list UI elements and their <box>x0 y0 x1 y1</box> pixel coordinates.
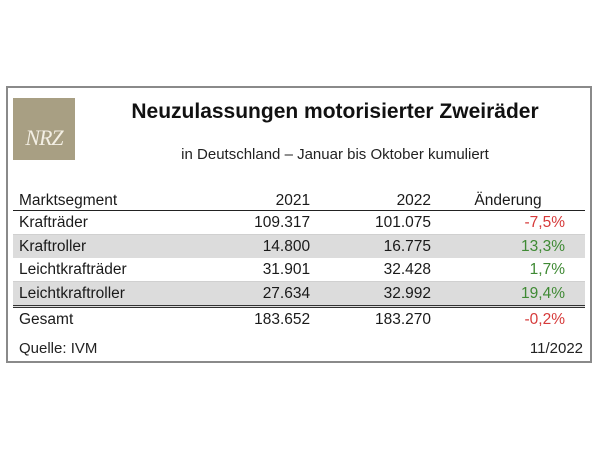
table-row: Krafträder 109.317 101.075 -7,5% <box>13 210 585 235</box>
source-note: Quelle: IVM <box>19 340 98 357</box>
cell-2022: 183.270 <box>310 305 432 331</box>
cell-2022: 16.775 <box>310 234 432 258</box>
cell-change: 13,3% <box>431 234 585 258</box>
cell-segment: Krafträder <box>13 210 189 235</box>
cell-2021: 27.634 <box>188 281 311 307</box>
cell-change: 1,7% <box>431 258 585 282</box>
header-segment: Marktsegment <box>13 189 189 211</box>
header-2022: 2022 <box>310 189 432 211</box>
registrations-table: Marktsegment 2021 2022 Änderung Krafträd… <box>13 189 585 331</box>
cell-segment: Leichtkraftroller <box>13 281 189 307</box>
nrz-logo-mark: NRZ <box>13 98 75 160</box>
cell-segment: Kraftroller <box>13 234 189 258</box>
date-note: 11/2022 <box>529 340 583 357</box>
cell-2021: 14.800 <box>188 234 311 258</box>
cell-2021: 31.901 <box>188 258 311 282</box>
table-subtitle: in Deutschland – Januar bis Oktober kumu… <box>181 146 489 163</box>
cell-2022: 101.075 <box>310 210 432 235</box>
header-2021: 2021 <box>188 189 311 211</box>
nrz-logo: NRZ <box>13 98 75 160</box>
table-row: Leichtkraftroller 27.634 32.992 19,4% <box>13 281 585 307</box>
table-title: Neuzulassungen motorisierter Zweiräder <box>131 100 539 123</box>
cell-segment: Leichtkrafträder <box>13 258 189 282</box>
cell-segment: Gesamt <box>13 305 189 331</box>
table-total-row: Gesamt 183.652 183.270 -0,2% <box>13 305 585 331</box>
header-change: Änderung <box>431 189 585 211</box>
cell-change: 19,4% <box>431 281 585 307</box>
cell-2021: 109.317 <box>188 210 311 235</box>
cell-change: -0,2% <box>431 305 585 331</box>
cell-2021: 183.652 <box>188 305 311 331</box>
cell-2022: 32.992 <box>310 281 432 307</box>
cell-change: -7,5% <box>431 210 585 235</box>
table-row: Leichtkrafträder 31.901 32.428 1,7% <box>13 258 585 282</box>
svg-text:NRZ: NRZ <box>24 125 64 150</box>
cell-2022: 32.428 <box>310 258 432 282</box>
table-row: Kraftroller 14.800 16.775 13,3% <box>13 234 585 258</box>
table-header-row: Marktsegment 2021 2022 Änderung <box>13 189 585 211</box>
